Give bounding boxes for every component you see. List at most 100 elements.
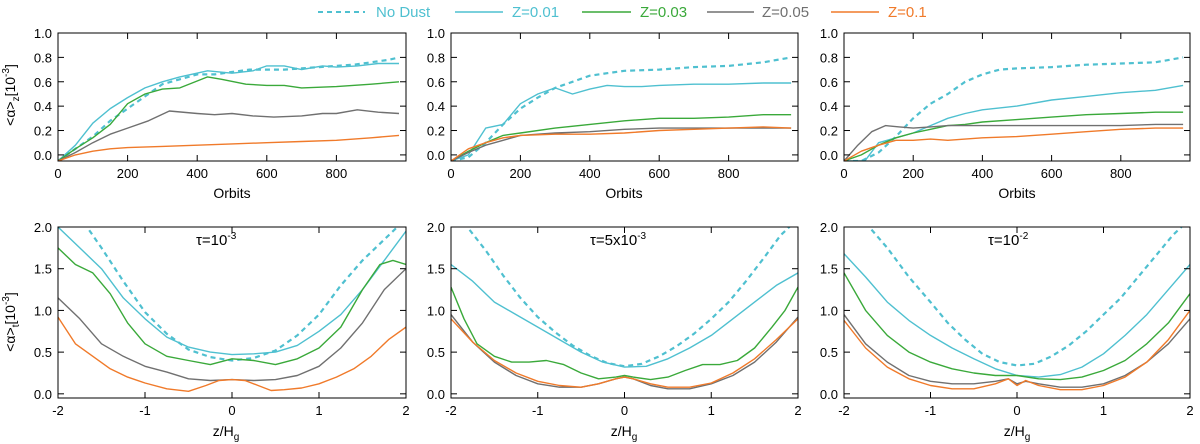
x-tick-label: 0 [621, 403, 628, 418]
series-line-z005 [58, 109, 400, 161]
series-line-z003 [58, 76, 400, 161]
annotation-tau-middle: τ=5x10-3 [590, 231, 647, 249]
series-line-z005 [844, 123, 1184, 161]
x-tick-label: 1 [708, 403, 715, 418]
y-tick-label: 0.8 [34, 50, 52, 65]
y-tick-label: 2.0 [427, 220, 445, 235]
panel-bottom-left: -2 -1 0 1 2 0.0 0.5 1.0 1.5 2.0 [34, 220, 410, 418]
x-tick-label: -1 [139, 403, 151, 418]
xlabel-top-right: Orbits [998, 185, 1035, 201]
y-tick-label: 2.0 [34, 220, 52, 235]
y-tick-label: 0.2 [820, 124, 838, 139]
series-line-z01 [844, 309, 1190, 391]
series-line-z003 [844, 111, 1184, 161]
x-tick-label: 400 [579, 166, 601, 181]
series-line-z01 [58, 316, 406, 392]
y-tick-label: 0.0 [820, 148, 838, 163]
series-group [451, 227, 798, 390]
panel-frame [843, 32, 1191, 162]
y-tick-label: 0.0 [427, 148, 445, 163]
x-tick-label: 800 [1110, 166, 1132, 181]
panel-frame [450, 226, 799, 399]
legend-label-z003: Z=0.03 [640, 4, 687, 21]
y-tick-label: 0.8 [820, 50, 838, 65]
x-tick-label: 0 [1013, 403, 1020, 418]
xlabel-bottom-left: z/Hg [213, 423, 240, 443]
y-tick-label: 0.5 [34, 345, 52, 360]
y-tick-label: 1.0 [34, 26, 52, 41]
x-tick-label: 600 [648, 166, 670, 181]
y-tick-label: 0.4 [34, 99, 52, 114]
y-tick-label: 0.2 [427, 124, 445, 139]
x-tick-label: 2 [402, 403, 409, 418]
series-line-z01 [58, 134, 400, 161]
x-tick-label: 0 [228, 403, 235, 418]
y-tick-label: 1.5 [820, 262, 838, 277]
series-group [58, 227, 406, 392]
x-tick-label: 200 [902, 166, 924, 181]
y-tick-label: 1.0 [427, 303, 445, 318]
x-tick-label: 0 [54, 166, 61, 181]
panel-frame [57, 32, 407, 162]
x-tick-label: -2 [838, 403, 850, 418]
panel-frame [57, 226, 407, 399]
series-line-z001 [844, 253, 1190, 378]
series-line-z005 [844, 314, 1190, 388]
y-tick-label: 0.4 [820, 99, 838, 114]
x-tick-label: 400 [186, 166, 208, 181]
series-group [844, 227, 1190, 391]
top-ylabel: <α>z[10-3] [1, 64, 22, 126]
series-group [844, 56, 1184, 161]
series-line-nodust [867, 227, 1183, 367]
x-tick-label: 400 [972, 166, 994, 181]
xlabel-top-left: Orbits [213, 185, 250, 201]
series-line-z01 [451, 318, 798, 388]
series-line-z001 [58, 62, 399, 161]
x-tick-label: 2 [1186, 403, 1193, 418]
y-tick-label: 1.0 [427, 26, 445, 41]
x-tick-label: 200 [510, 166, 532, 181]
series-line-z003 [844, 272, 1190, 381]
panel-top-middle: 0 200 400 600 800 0.0 0.2 0.4 0.6 0.8 1.0 [427, 26, 799, 181]
y-tick-label: 0.0 [427, 387, 445, 402]
series-group [451, 56, 792, 161]
series-line-z001 [451, 263, 798, 368]
legend-label-z01: Z=0.1 [888, 4, 927, 21]
series-group [58, 56, 400, 161]
y-tick-label: 0.2 [34, 124, 52, 139]
bottom-ylabel: <α>t[10-3] [1, 292, 22, 352]
y-tick-label: 1.5 [427, 262, 445, 277]
series-line-z003 [451, 286, 798, 381]
y-tick-label: 1.0 [34, 303, 52, 318]
x-tick-label: -1 [925, 403, 937, 418]
series-line-nodust [844, 56, 1184, 161]
panel-top-left: 0 200 400 600 800 0.0 0.2 0.4 0.6 0.8 1.0 [34, 26, 407, 181]
x-tick-label: 0 [840, 166, 847, 181]
series-line-z003 [58, 247, 406, 366]
y-tick-label: 1.5 [34, 262, 52, 277]
y-tick-label: 0.5 [427, 345, 445, 360]
legend-label-z005: Z=0.05 [762, 4, 809, 21]
panel-frame [450, 32, 799, 162]
series-line-z01 [451, 126, 792, 161]
y-tick-label: 0.0 [34, 148, 52, 163]
x-tick-label: 2 [794, 403, 801, 418]
xlabel-bottom-middle: z/Hg [611, 423, 638, 443]
x-tick-label: 200 [117, 166, 139, 181]
y-tick-label: 0.4 [427, 99, 445, 114]
y-tick-label: 0.0 [34, 387, 52, 402]
series-line-z001 [844, 84, 1184, 161]
xlabel-top-middle: Orbits [605, 185, 642, 201]
series-line-z01 [844, 127, 1184, 161]
y-tick-label: 0.6 [427, 75, 445, 90]
annotation-tau-right: τ=10-2 [988, 231, 1029, 249]
series-line-z005 [58, 268, 406, 382]
y-tick-label: 0.5 [820, 345, 838, 360]
y-tick-label: 0.6 [34, 75, 52, 90]
x-tick-label: 800 [718, 166, 740, 181]
xlabel-bottom-right: z/Hg [1004, 423, 1031, 443]
annotation-tau-left: τ=10-3 [196, 231, 237, 249]
legend-label-z001: Z=0.01 [512, 4, 559, 21]
x-tick-label: -2 [52, 403, 64, 418]
